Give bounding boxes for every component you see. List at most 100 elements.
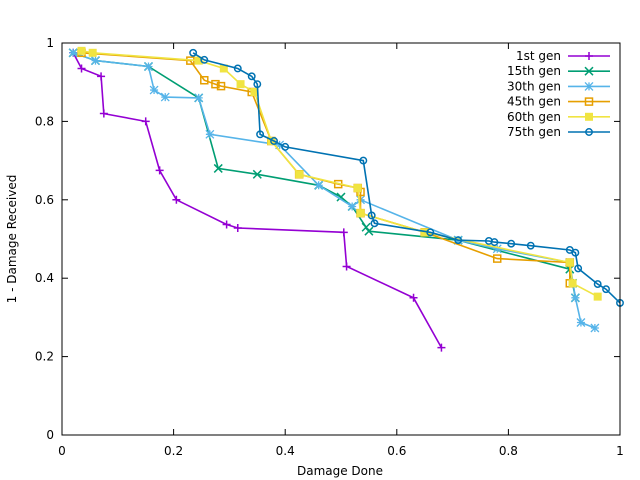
legend-entry: 30th gen <box>507 79 610 93</box>
x-tick-label: 0 <box>58 444 66 458</box>
y-tick-label: 0.6 <box>35 193 54 207</box>
data-point <box>144 62 153 71</box>
data-point <box>454 236 463 245</box>
data-point <box>68 48 78 58</box>
data-point <box>205 129 215 139</box>
data-point <box>584 66 594 76</box>
legend-entry: 75th gen <box>507 125 610 139</box>
legend-entry: 1st gen <box>516 49 610 63</box>
x-tick-label: 1 <box>616 444 624 458</box>
series-line <box>81 50 599 298</box>
data-point <box>437 343 446 352</box>
legend-entry: 60th gen <box>507 110 610 124</box>
data-point <box>155 166 164 175</box>
data-point <box>585 128 593 136</box>
data-point <box>295 170 304 179</box>
data-point <box>314 180 324 190</box>
series-75th-gen <box>189 48 624 307</box>
data-point <box>585 112 593 121</box>
y-tick-label: 0.2 <box>35 350 54 364</box>
legend-label: 75th gen <box>507 125 561 139</box>
data-point <box>367 211 376 220</box>
data-point <box>216 81 226 91</box>
data-point <box>361 222 371 232</box>
data-point <box>602 285 610 294</box>
data-point <box>356 209 365 218</box>
data-point <box>275 140 285 150</box>
data-point <box>189 48 198 57</box>
y-tick-label: 0.4 <box>35 271 54 285</box>
data-point <box>590 323 600 333</box>
legend-label: 45th gen <box>507 95 561 109</box>
y-tick-label: 0 <box>46 428 54 442</box>
data-point <box>370 219 379 228</box>
data-point <box>97 72 106 81</box>
legend-entry: 45th gen <box>507 95 610 109</box>
data-point <box>99 109 108 118</box>
data-point <box>571 248 580 257</box>
data-point <box>233 64 242 73</box>
data-point <box>339 228 348 237</box>
data-point <box>492 254 502 263</box>
data-point <box>236 80 245 89</box>
data-point <box>584 97 594 106</box>
data-point <box>584 81 594 91</box>
data-point <box>233 224 242 233</box>
data-point <box>353 184 362 193</box>
data-point <box>347 202 357 211</box>
data-point <box>593 280 602 289</box>
series-layer <box>68 46 624 352</box>
data-point <box>172 195 181 204</box>
y-axis-title: 1 - Damage Received <box>5 175 19 304</box>
data-point <box>91 56 100 66</box>
data-point <box>247 72 256 81</box>
data-point <box>364 226 374 236</box>
data-point <box>252 169 262 179</box>
data-point <box>568 279 577 288</box>
data-point <box>585 52 593 60</box>
legend-label: 1st gen <box>516 49 561 63</box>
data-point <box>565 258 574 267</box>
data-point <box>194 93 204 103</box>
data-point <box>336 192 346 202</box>
data-point <box>77 46 86 55</box>
data-point <box>270 137 278 145</box>
legend-entry: 15th gen <box>507 64 610 78</box>
plot-frame <box>61 42 621 436</box>
x-tick-label: 0.4 <box>276 444 295 458</box>
data-point <box>409 293 418 302</box>
data-point <box>253 80 262 89</box>
data-point <box>593 292 602 301</box>
data-point <box>149 85 159 95</box>
data-point <box>256 130 265 139</box>
data-point <box>211 79 220 89</box>
y-tick-label: 0.8 <box>35 114 54 128</box>
legend-label: 30th gen <box>507 79 561 93</box>
data-point <box>213 163 223 173</box>
data-point <box>574 264 583 273</box>
data-point <box>77 64 86 73</box>
data-point <box>570 293 580 303</box>
tick-labels: 0 0.2 0.4 0.6 0.8 1 0 0.2 0.4 0.6 0.8 1 <box>35 36 624 458</box>
legend-label: 15th gen <box>507 64 561 78</box>
data-point <box>426 228 435 237</box>
y-tick-label: 1 <box>46 36 54 50</box>
data-point <box>359 156 368 165</box>
data-point <box>576 318 586 327</box>
x-tick-label: 0.8 <box>499 444 518 458</box>
data-point <box>342 262 351 271</box>
data-point <box>222 220 231 229</box>
legend-label: 60th gen <box>507 110 561 124</box>
data-point <box>141 117 150 126</box>
data-point <box>281 142 290 151</box>
data-point <box>507 239 516 248</box>
x-axis-title: Damage Done <box>297 464 383 478</box>
data-point <box>526 241 535 250</box>
x-tick-label: 0.2 <box>164 444 183 458</box>
data-point <box>200 55 209 64</box>
data-point <box>160 92 170 102</box>
data-point <box>492 244 502 254</box>
